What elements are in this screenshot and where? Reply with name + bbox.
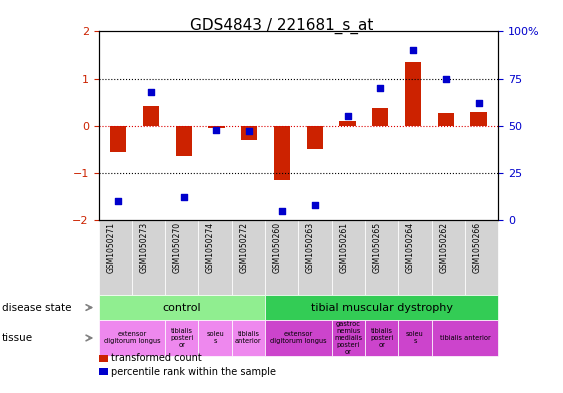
Bar bbox=[274, 126, 290, 180]
Text: soleu
s: soleu s bbox=[406, 331, 424, 345]
Text: GSM1050261: GSM1050261 bbox=[339, 222, 348, 273]
Bar bbox=[265, 295, 498, 320]
Text: tibialis
anterior: tibialis anterior bbox=[235, 331, 262, 345]
Bar bbox=[198, 220, 232, 295]
Text: percentile rank within the sample: percentile rank within the sample bbox=[111, 367, 276, 377]
Point bbox=[212, 127, 221, 133]
Text: GSM1050260: GSM1050260 bbox=[272, 222, 282, 273]
Text: tibialis
posteri
or: tibialis posteri or bbox=[370, 328, 394, 348]
Text: GSM1050264: GSM1050264 bbox=[406, 222, 415, 273]
Bar bbox=[232, 220, 265, 295]
Point bbox=[343, 113, 352, 119]
Bar bbox=[365, 220, 398, 295]
Bar bbox=[332, 320, 365, 356]
Point bbox=[278, 208, 287, 214]
Text: GSM1050262: GSM1050262 bbox=[439, 222, 448, 273]
Text: GSM1050273: GSM1050273 bbox=[140, 222, 149, 273]
Text: tibial muscular dystrophy: tibial muscular dystrophy bbox=[311, 303, 453, 312]
Text: tibialis anterior: tibialis anterior bbox=[440, 335, 490, 341]
Bar bbox=[372, 108, 388, 126]
Text: soleu
s: soleu s bbox=[206, 331, 224, 345]
Bar bbox=[99, 355, 108, 362]
Text: GSM1050265: GSM1050265 bbox=[373, 222, 382, 273]
Bar bbox=[99, 320, 165, 356]
Bar bbox=[437, 112, 454, 126]
Text: gastroc
nemius
medialis
posteri
or: gastroc nemius medialis posteri or bbox=[334, 321, 363, 355]
Bar bbox=[399, 220, 432, 295]
Text: GSM1050274: GSM1050274 bbox=[206, 222, 215, 273]
Bar bbox=[265, 320, 332, 356]
Bar bbox=[405, 62, 421, 126]
Point bbox=[409, 47, 418, 53]
Bar bbox=[143, 106, 159, 126]
Bar bbox=[465, 220, 498, 295]
Bar bbox=[332, 220, 365, 295]
Bar bbox=[198, 320, 232, 356]
Text: transformed count: transformed count bbox=[111, 353, 202, 364]
Bar bbox=[307, 126, 323, 149]
Bar bbox=[339, 121, 356, 126]
Text: GDS4843 / 221681_s_at: GDS4843 / 221681_s_at bbox=[190, 18, 373, 34]
Bar bbox=[99, 220, 132, 295]
Point bbox=[245, 128, 254, 134]
Point bbox=[474, 100, 483, 106]
Bar bbox=[265, 220, 298, 295]
Text: GSM1050272: GSM1050272 bbox=[239, 222, 248, 273]
Text: control: control bbox=[163, 303, 201, 312]
Bar bbox=[298, 220, 332, 295]
Bar bbox=[165, 220, 198, 295]
Bar bbox=[165, 320, 198, 356]
Point bbox=[146, 89, 155, 95]
Text: extensor
digitorum longus: extensor digitorum longus bbox=[270, 331, 327, 345]
Bar bbox=[232, 320, 265, 356]
Text: GSM1050263: GSM1050263 bbox=[306, 222, 315, 273]
Point bbox=[179, 194, 188, 200]
Bar bbox=[432, 220, 465, 295]
Point bbox=[376, 85, 385, 91]
Bar bbox=[432, 320, 498, 356]
Point bbox=[310, 202, 319, 208]
Bar bbox=[241, 126, 257, 140]
Bar bbox=[176, 126, 192, 156]
Bar bbox=[471, 112, 487, 126]
Text: GSM1050270: GSM1050270 bbox=[173, 222, 182, 273]
Text: disease state: disease state bbox=[2, 303, 71, 312]
Point bbox=[114, 198, 123, 204]
Bar bbox=[132, 220, 165, 295]
Text: GSM1050271: GSM1050271 bbox=[106, 222, 115, 273]
Bar bbox=[365, 320, 399, 356]
Bar bbox=[99, 368, 108, 375]
Bar bbox=[110, 126, 126, 152]
Bar bbox=[399, 320, 432, 356]
Point bbox=[441, 75, 450, 82]
Text: tibialis
posteri
or: tibialis posteri or bbox=[170, 328, 194, 348]
Bar bbox=[99, 295, 265, 320]
Text: GSM1050266: GSM1050266 bbox=[472, 222, 481, 273]
Text: tissue: tissue bbox=[2, 333, 33, 343]
Text: extensor
digitorum longus: extensor digitorum longus bbox=[104, 331, 160, 345]
Bar bbox=[208, 126, 225, 128]
